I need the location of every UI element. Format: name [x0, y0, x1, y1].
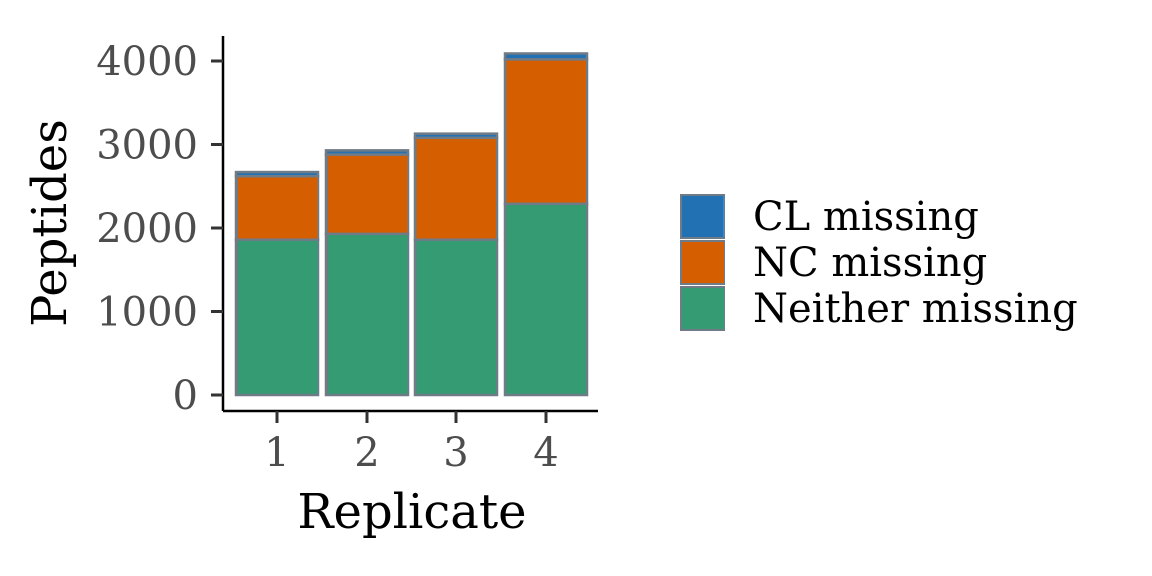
bar-neither-missing-replicate-4 [503, 202, 589, 397]
bar-neither-missing-replicate-1 [234, 238, 320, 397]
bar-neither-missing-replicate-3 [413, 238, 499, 397]
y-tick-label: 1000 [96, 290, 198, 336]
bar-neither-missing-replicate-2 [324, 232, 410, 397]
bar-nc-missing-replicate-4 [503, 58, 589, 206]
bar-nc-missing-replicate-2 [324, 153, 410, 236]
y-tick-label: 3000 [96, 123, 198, 169]
bar-nc-missing-replicate-1 [234, 174, 320, 241]
legend-label-neither-missing: Neither missing [753, 286, 1078, 332]
x-tick-label: 2 [354, 430, 379, 476]
y-tick-label: 4000 [96, 39, 198, 85]
x-tick-label: 3 [443, 430, 468, 476]
legend-key-nc-missing [680, 240, 725, 285]
bar-cl-missing-replicate-3 [413, 132, 499, 140]
bars-group [234, 52, 589, 397]
legend-key-cl-missing [680, 194, 725, 239]
bar-nc-missing-replicate-3 [413, 136, 499, 241]
legend-label-nc-missing: NC missing [753, 240, 987, 286]
y-axis-title: Peptides [22, 119, 78, 327]
x-axis-title: Replicate [297, 484, 526, 540]
bar-cl-missing-replicate-4 [503, 52, 589, 61]
y-tick-label: 2000 [96, 206, 198, 252]
y-axis-ticks: 0 1000 2000 3000 4000 [96, 39, 223, 419]
y-tick-label: 0 [173, 373, 198, 419]
bar-cl-missing-replicate-1 [234, 170, 320, 178]
x-tick-label: 4 [533, 430, 558, 476]
x-axis-ticks: 1 2 3 4 [264, 411, 559, 476]
bar-cl-missing-replicate-2 [324, 149, 410, 156]
x-tick-label: 1 [264, 430, 289, 476]
legend-key-neither-missing [680, 286, 725, 331]
legend-label-cl-missing: CL missing [753, 194, 979, 240]
